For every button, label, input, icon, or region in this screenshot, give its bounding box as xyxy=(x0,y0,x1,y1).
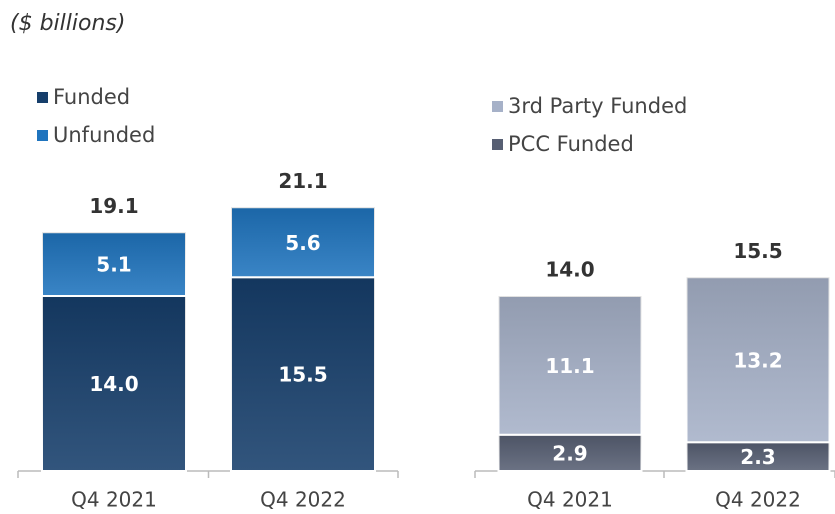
total-label: 19.1 xyxy=(89,194,138,218)
bar-shade xyxy=(42,296,186,471)
legend-swatch xyxy=(37,92,48,103)
x-tick-label: Q4 2021 xyxy=(71,488,157,512)
legend-swatch xyxy=(492,139,503,150)
legend-label: Funded xyxy=(53,85,130,109)
subtitle: ($ billions) xyxy=(10,11,125,36)
bar-shade xyxy=(231,207,375,278)
legend-swatch xyxy=(37,130,48,141)
segment-label: 5.6 xyxy=(285,231,320,255)
legend-swatch xyxy=(492,101,503,112)
x-tick-label: Q4 2022 xyxy=(715,488,801,512)
bar-shade xyxy=(498,296,642,435)
bar-shade xyxy=(498,434,642,471)
segment-label: 5.1 xyxy=(96,253,131,277)
bar-shade xyxy=(686,442,830,471)
bar-shade xyxy=(42,232,186,296)
segment-label: 2.3 xyxy=(740,445,775,469)
segment-label: 2.9 xyxy=(552,441,587,465)
legend-label: PCC Funded xyxy=(508,132,634,156)
total-label: 15.5 xyxy=(733,239,782,263)
legend-label: Unfunded xyxy=(53,123,155,147)
segment-label: 14.0 xyxy=(89,372,138,396)
bar-shade xyxy=(686,277,830,443)
total-label: 21.1 xyxy=(278,169,327,193)
segment-label: 13.2 xyxy=(733,348,782,372)
total-label: 14.0 xyxy=(545,258,594,282)
x-tick-label: Q4 2021 xyxy=(527,488,613,512)
x-tick-label: Q4 2022 xyxy=(260,488,346,512)
legend-label: 3rd Party Funded xyxy=(508,94,687,118)
segment-label: 15.5 xyxy=(278,363,327,387)
bar-shade xyxy=(231,277,375,471)
segment-label: 11.1 xyxy=(545,354,594,378)
